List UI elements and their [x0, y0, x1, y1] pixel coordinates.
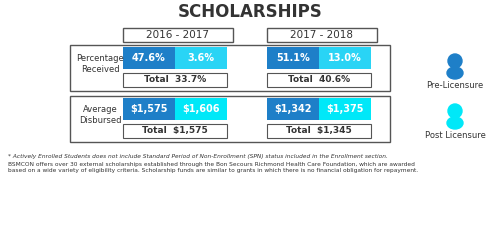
Text: Total  $1,345: Total $1,345 — [286, 127, 352, 135]
FancyBboxPatch shape — [319, 47, 371, 69]
Text: Pre-Licensure: Pre-Licensure — [426, 80, 484, 89]
FancyBboxPatch shape — [123, 73, 227, 87]
Text: Percentage
Received: Percentage Received — [76, 54, 124, 74]
Text: Total  $1,575: Total $1,575 — [142, 127, 208, 135]
Text: $1,375: $1,375 — [326, 104, 364, 114]
FancyBboxPatch shape — [70, 96, 390, 142]
Text: Post Licensure: Post Licensure — [424, 130, 486, 139]
Text: Total  33.7%: Total 33.7% — [144, 75, 206, 84]
FancyBboxPatch shape — [267, 98, 319, 120]
FancyBboxPatch shape — [123, 98, 175, 120]
FancyBboxPatch shape — [175, 98, 227, 120]
Text: 51.1%: 51.1% — [276, 53, 310, 63]
FancyBboxPatch shape — [267, 47, 319, 69]
FancyBboxPatch shape — [267, 73, 371, 87]
Text: 3.6%: 3.6% — [188, 53, 214, 63]
FancyBboxPatch shape — [319, 98, 371, 120]
Circle shape — [448, 54, 462, 68]
Text: 13.0%: 13.0% — [328, 53, 362, 63]
Text: $1,342: $1,342 — [274, 104, 312, 114]
Text: 2017 - 2018: 2017 - 2018 — [290, 30, 354, 40]
FancyBboxPatch shape — [175, 47, 227, 69]
Text: $1,575: $1,575 — [130, 104, 168, 114]
Ellipse shape — [447, 117, 463, 129]
Text: 47.6%: 47.6% — [132, 53, 166, 63]
FancyBboxPatch shape — [267, 28, 377, 42]
FancyBboxPatch shape — [70, 45, 390, 91]
Text: Total  40.6%: Total 40.6% — [288, 75, 350, 84]
Text: 2016 - 2017: 2016 - 2017 — [146, 30, 210, 40]
Text: SCHOLARSHIPS: SCHOLARSHIPS — [178, 3, 322, 21]
Circle shape — [448, 104, 462, 118]
Text: $1,606: $1,606 — [182, 104, 220, 114]
Text: Average
Disbursed: Average Disbursed — [79, 105, 121, 125]
Text: BSMCON offers over 30 external scholarships established through the Bon Secours : BSMCON offers over 30 external scholarsh… — [8, 162, 418, 173]
Ellipse shape — [447, 67, 463, 79]
FancyBboxPatch shape — [123, 47, 175, 69]
FancyBboxPatch shape — [123, 124, 227, 138]
FancyBboxPatch shape — [123, 28, 233, 42]
Text: * Actively Enrolled Students does not include Standard Period of Non-Enrollment : * Actively Enrolled Students does not in… — [8, 154, 388, 159]
FancyBboxPatch shape — [267, 124, 371, 138]
